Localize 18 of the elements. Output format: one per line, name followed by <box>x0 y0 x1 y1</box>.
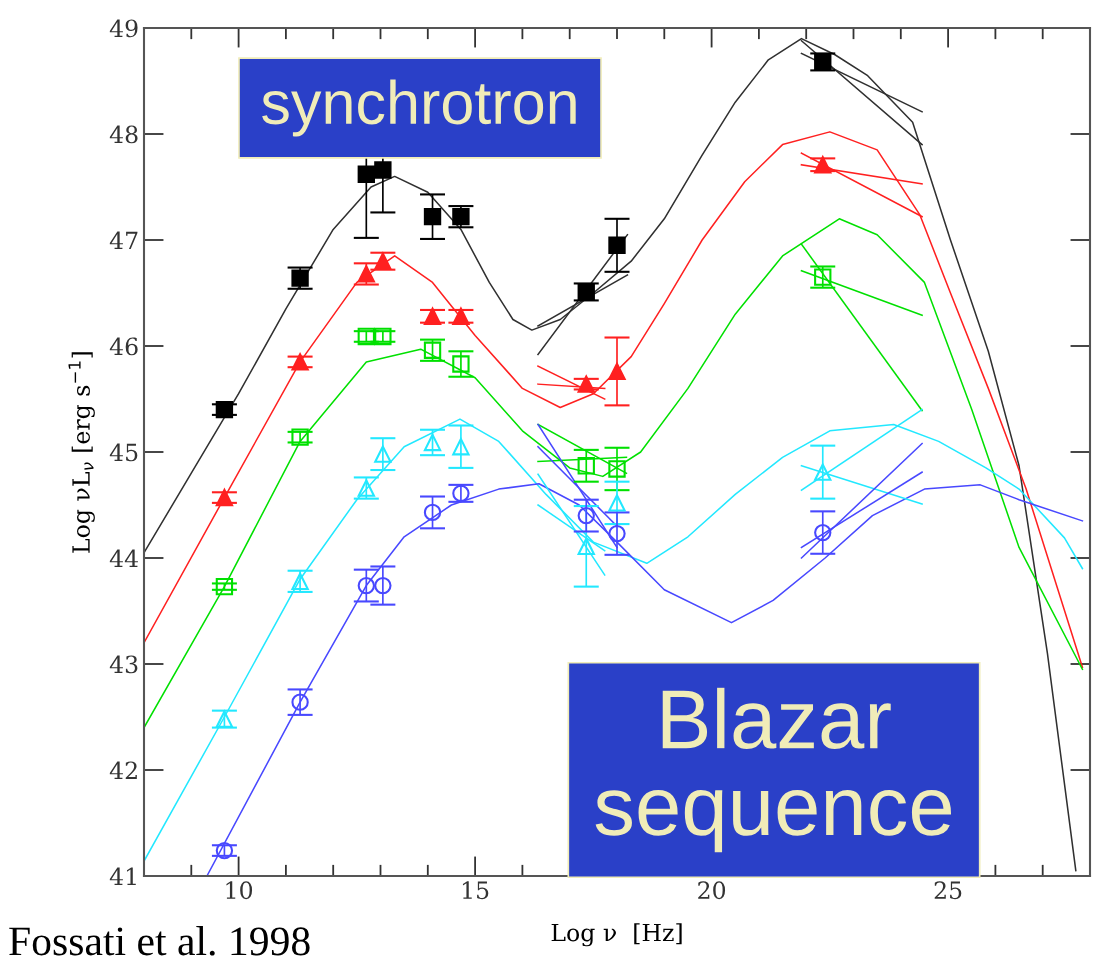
y-axis-title: Log νL$_{ν}$ [erg s$^{−1}$] <box>68 352 95 553</box>
y-tick-label: 43 <box>109 655 138 674</box>
annotation: Blazar sequence <box>595 687 952 853</box>
y-tick-label: 45 <box>109 443 138 462</box>
y-tick-label: 42 <box>109 761 137 779</box>
y-tick-label: 46 <box>109 337 138 356</box>
y-tick-label: 48 <box>109 125 138 144</box>
x-axis-title: Log ν [Hz] <box>551 923 682 947</box>
y-tick-label: 47 <box>109 231 138 249</box>
y-tick-label: 41 <box>109 867 136 885</box>
text: Fossati et al. 1998 <box>9 926 310 956</box>
y-tick-label: 49 <box>109 19 138 38</box>
x-tick-label: 15 <box>462 881 489 900</box>
x-tick-label: 20 <box>698 881 726 900</box>
x-tick-label: 25 <box>934 881 962 900</box>
y-tick-label: 44 <box>109 549 138 567</box>
annotation: synchrotron <box>262 79 576 137</box>
x-tick-label: 10 <box>226 881 253 900</box>
